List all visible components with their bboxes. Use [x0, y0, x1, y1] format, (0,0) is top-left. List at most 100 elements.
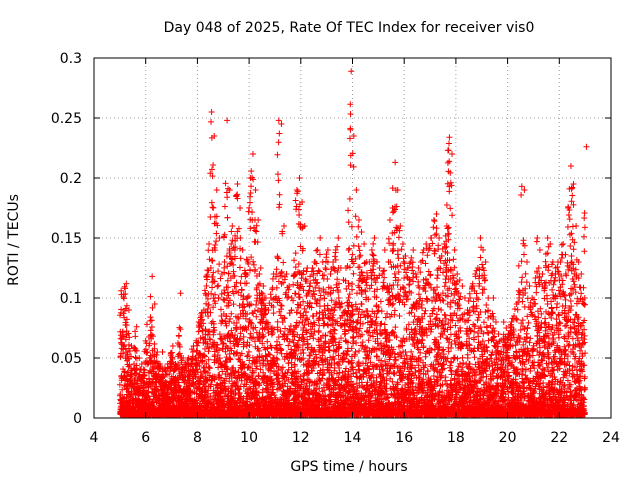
data-point [228, 327, 235, 334]
data-point [148, 317, 155, 324]
data-point [209, 204, 216, 211]
data-point [221, 203, 228, 210]
data-point [247, 199, 254, 206]
data-point [147, 317, 154, 324]
data-point-peak [203, 283, 210, 289]
data-point [147, 327, 154, 334]
data-point [118, 306, 125, 313]
data-point-peak [162, 367, 169, 373]
data-point [122, 305, 129, 312]
data-point [213, 230, 220, 237]
data-point [168, 349, 175, 356]
data-point [124, 369, 131, 376]
data-point-peak [224, 117, 231, 124]
data-point [217, 306, 224, 313]
data-point [121, 283, 128, 290]
data-point [278, 346, 285, 353]
data-point [246, 204, 253, 211]
data-point [122, 355, 129, 362]
data-point [120, 366, 127, 373]
data-point-peak [118, 287, 125, 294]
data-point-peak [293, 187, 300, 193]
data-point [128, 353, 135, 360]
data-point [285, 360, 292, 367]
data-point [146, 342, 153, 349]
data-point [133, 370, 140, 377]
data-point [119, 329, 126, 336]
data-point-peak [252, 187, 259, 193]
data-point-peak [138, 361, 145, 367]
data-point [307, 352, 314, 359]
data-point [222, 180, 229, 187]
data-point [290, 339, 297, 346]
data-point-peak [280, 223, 287, 229]
data-point [249, 209, 256, 216]
data-point-peak [123, 280, 130, 287]
data-point [315, 315, 322, 322]
data-point [321, 272, 328, 279]
data-point-peak [304, 265, 311, 271]
data-point [292, 197, 299, 204]
data-point-peak [237, 205, 244, 211]
data-point-peak [255, 217, 262, 223]
data-point [125, 330, 132, 337]
data-point [143, 349, 150, 356]
data-point [345, 219, 352, 226]
data-point [345, 327, 352, 334]
data-point [293, 309, 300, 316]
data-point-peak [309, 265, 316, 271]
data-point [322, 266, 329, 273]
data-point [117, 335, 124, 342]
data-point [345, 294, 352, 301]
data-point-peak [234, 181, 241, 187]
data-point [291, 257, 298, 264]
data-point [237, 234, 244, 241]
data-point [144, 349, 151, 356]
data-point [216, 261, 223, 268]
data-point [150, 333, 157, 340]
data-point [122, 336, 129, 343]
data-point [334, 243, 341, 250]
data-point [278, 269, 285, 276]
data-point-peak [306, 283, 313, 289]
data-point [295, 291, 302, 298]
data-point [166, 371, 173, 378]
data-point [253, 313, 260, 320]
data-point [166, 396, 173, 403]
data-point [276, 204, 283, 211]
data-point [127, 371, 134, 378]
data-point-peak [133, 323, 140, 330]
data-point-peak [288, 295, 295, 301]
data-point [169, 356, 176, 363]
data-point [218, 317, 225, 324]
data-point [315, 267, 322, 274]
data-point [164, 391, 171, 398]
data-point [236, 264, 243, 271]
data-point [220, 234, 227, 241]
data-point [247, 193, 254, 200]
data-point [248, 168, 255, 175]
data-point [221, 264, 228, 271]
data-point [335, 295, 342, 302]
data-point [224, 214, 231, 221]
data-point [230, 301, 237, 308]
data-point [209, 284, 216, 291]
data-point [123, 316, 130, 323]
data-point [167, 385, 174, 392]
data-point [331, 253, 338, 260]
data-point [150, 403, 157, 410]
data-point [142, 346, 149, 353]
data-point [313, 247, 320, 254]
data-point [117, 391, 124, 398]
data-point [120, 310, 127, 317]
data-point [246, 385, 253, 392]
data-point [148, 331, 155, 338]
data-point-peak [229, 223, 236, 229]
data-point [247, 189, 254, 196]
data-point [126, 399, 133, 406]
data-point-peak [177, 290, 184, 297]
data-point [168, 380, 175, 387]
data-point [133, 380, 140, 387]
data-point [270, 310, 277, 317]
